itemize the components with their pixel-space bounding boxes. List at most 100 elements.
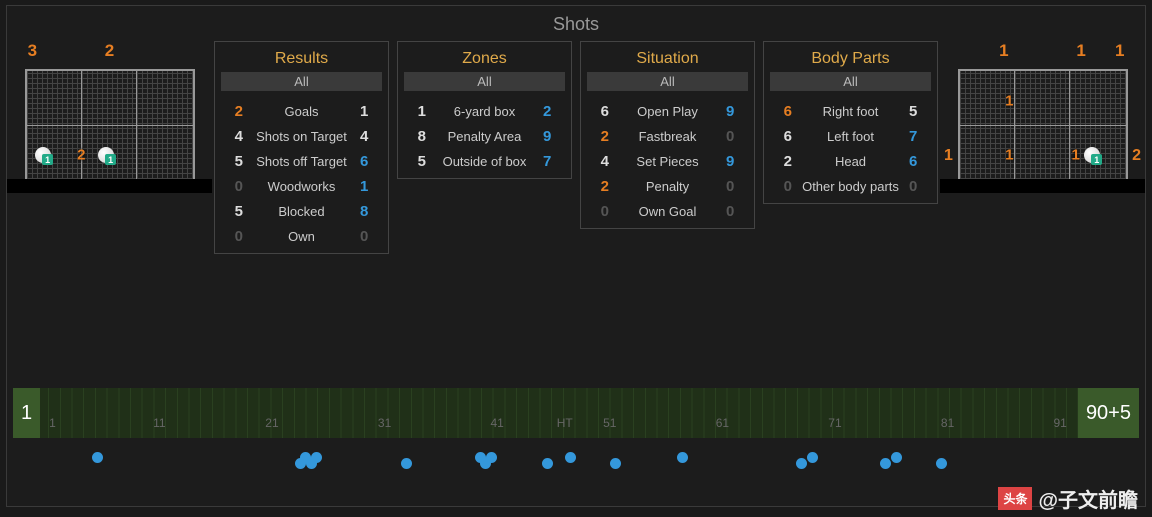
stat-label: 6-yard box — [432, 104, 537, 119]
stat-label: Fastbreak — [615, 129, 720, 144]
watermark-badge: 头条 — [998, 487, 1032, 510]
stat-row[interactable]: 2 Head 6 — [764, 149, 937, 174]
timeline-end: 90+5 — [1078, 388, 1139, 438]
shots-container: Shots 32 211 ResultsAll2Goals14Shots on … — [6, 5, 1146, 507]
goal-ball-icon[interactable]: 1 — [1084, 147, 1100, 163]
stat-right: 9 — [543, 128, 563, 145]
stat-label: Blocked — [249, 204, 354, 219]
stat-left: 2 — [589, 128, 609, 145]
stat-right: 0 — [726, 178, 746, 195]
panel-filter[interactable]: All — [404, 72, 565, 91]
stat-row[interactable]: 6Left foot7 — [764, 124, 937, 149]
goal-frame-right: 1111 — [958, 69, 1128, 179]
stat-right: 7 — [543, 153, 563, 170]
stat-label: Penalty — [615, 179, 720, 194]
panel-filter[interactable]: All — [587, 72, 748, 91]
stat-left: 5 — [223, 203, 243, 220]
stat-row[interactable]: 6Open Play9 — [581, 99, 754, 124]
stat-row[interactable]: 2 Penalty 0 — [581, 174, 754, 199]
panel-zones: ZonesAll16-yard box28Penalty Area95Outsi… — [397, 41, 572, 179]
stat-row[interactable]: 0Other body parts0 — [764, 174, 937, 199]
goal-section-count: 2 — [77, 147, 85, 164]
goal-top-count: 3 — [13, 41, 52, 61]
timeline-label: 1 — [49, 416, 56, 430]
stat-left: 8 — [406, 128, 426, 145]
stat-row[interactable]: 2Goals1 — [215, 99, 388, 124]
shot-dot[interactable] — [542, 458, 553, 469]
stat-row[interactable]: 16-yard box2 — [398, 99, 571, 124]
panel-title: Zones — [398, 42, 571, 72]
panel-filter[interactable]: All — [221, 72, 382, 91]
goal-top-count: 1 — [985, 41, 1024, 61]
shot-dot[interactable] — [796, 458, 807, 469]
stat-label: Shots off Target — [249, 154, 354, 169]
shot-dot[interactable] — [880, 458, 891, 469]
timeline-label: 51 — [603, 416, 616, 430]
section-title: Shots — [7, 6, 1145, 41]
goal-frame-left: 211 — [25, 69, 195, 179]
timeline[interactable]: 1 111213141HT5161718191FT 90+5 — [13, 388, 1139, 478]
stat-label: Set Pieces — [615, 154, 720, 169]
stat-label: Own Goal — [615, 204, 720, 219]
shot-dot[interactable] — [311, 452, 322, 463]
shot-dot[interactable] — [401, 458, 412, 469]
watermark-text: @子文前瞻 — [1038, 484, 1138, 513]
stat-row[interactable]: 5 Shots off Target 6 — [215, 149, 388, 174]
shot-dot[interactable] — [92, 452, 103, 463]
shot-dot[interactable] — [807, 452, 818, 463]
panel-body-parts: Body PartsAll 6 Right foot 5 6Left foot7 2 Hea… — [763, 41, 938, 204]
shot-dot[interactable] — [891, 452, 902, 463]
panel-title: Situation — [581, 42, 754, 72]
stat-right: 5 — [909, 103, 929, 120]
stat-label: Open Play — [615, 104, 720, 119]
stat-right: 2 — [543, 103, 563, 120]
timeline-label: 61 — [716, 416, 729, 430]
stat-label: Goals — [249, 104, 354, 119]
shot-dot[interactable] — [610, 458, 621, 469]
stat-row[interactable]: 0Own0 — [215, 224, 388, 249]
stat-label: Head — [798, 154, 903, 169]
timeline-bar: 1 111213141HT5161718191FT 90+5 — [13, 388, 1139, 438]
stat-row[interactable]: 0Own Goal0 — [581, 199, 754, 224]
stat-row[interactable]: 4Shots on Target4 — [215, 124, 388, 149]
goal-right-side-r: 2 — [1132, 147, 1141, 165]
stat-right: 6 — [909, 153, 929, 170]
stat-right: 1 — [360, 178, 380, 195]
timeline-label: 11 — [153, 416, 165, 430]
stat-left: 5 — [223, 153, 243, 170]
shot-dot[interactable] — [677, 452, 688, 463]
stat-left: 2 — [589, 178, 609, 195]
goal-ball-icon[interactable]: 1 — [35, 147, 51, 163]
stat-right: 8 — [360, 203, 380, 220]
stat-row[interactable]: 6Right foot5 — [764, 99, 937, 124]
stat-label: Right foot — [798, 104, 903, 119]
stat-row[interactable]: 5Outside of box7 — [398, 149, 571, 174]
stat-right: 6 — [360, 153, 380, 170]
watermark: 头条 @子文前瞻 — [998, 484, 1138, 513]
stat-row[interactable]: 4Set Pieces9 — [581, 149, 754, 174]
stat-left: 2 — [772, 153, 792, 170]
stat-row[interactable]: 2Fastbreak0 — [581, 124, 754, 149]
timeline-label: HT — [557, 416, 573, 430]
goal-top-count: 1 — [1100, 41, 1139, 61]
panel-filter[interactable]: All — [770, 72, 931, 91]
timeline-label: 71 — [828, 416, 841, 430]
timeline-label: 91 — [1053, 416, 1066, 430]
timeline-label: 81 — [941, 416, 954, 430]
stat-label: Left foot — [798, 129, 903, 144]
shot-dot[interactable] — [565, 452, 576, 463]
stat-right: 0 — [360, 228, 380, 245]
goal-right[interactable]: 1 1 1 1 1111 2 — [946, 41, 1139, 241]
goal-ball-icon[interactable]: 1 — [98, 147, 114, 163]
stat-left: 0 — [223, 228, 243, 245]
stat-row[interactable]: 5 Blocked 8 — [215, 199, 388, 224]
shot-dot[interactable] — [486, 452, 497, 463]
stat-right: 9 — [726, 153, 746, 170]
timeline-label: 31 — [378, 416, 391, 430]
panel-title: Body Parts — [764, 42, 937, 72]
goal-left[interactable]: 32 211 — [13, 41, 206, 241]
stat-row[interactable]: 8Penalty Area9 — [398, 124, 571, 149]
goal-right-side-l: 1 — [944, 147, 953, 165]
shot-dot[interactable] — [936, 458, 947, 469]
stat-row[interactable]: 0Woodworks1 — [215, 174, 388, 199]
